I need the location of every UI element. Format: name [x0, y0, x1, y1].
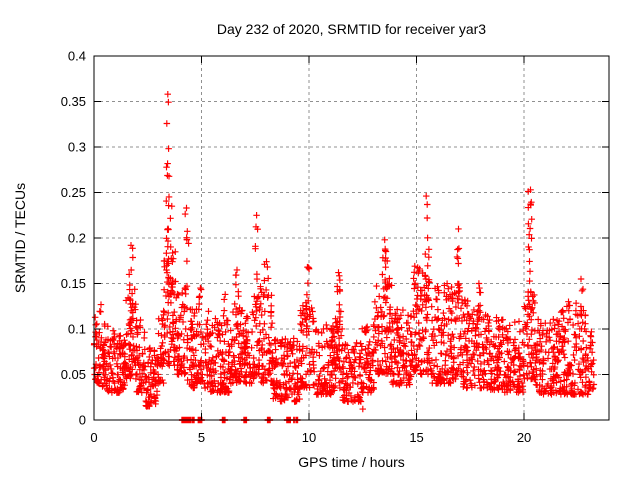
x-tick-label: 0 — [90, 430, 97, 445]
y-tick-label: 0.25 — [61, 185, 86, 200]
y-tick-label: 0.4 — [68, 49, 86, 64]
x-tick-label: 15 — [409, 430, 423, 445]
y-tick-label: 0.05 — [61, 367, 86, 382]
y-tick-label: 0.35 — [61, 94, 86, 109]
x-tick-label: 10 — [302, 430, 316, 445]
chart-title: Day 232 of 2020, SRMTID for receiver yar… — [216, 21, 487, 37]
x-tick-label: 20 — [517, 430, 531, 445]
plot-border-and-ticks — [93, 55, 610, 421]
y-tick-label: 0.15 — [61, 276, 86, 291]
x-tick-label: 5 — [198, 430, 205, 445]
y-tick-label: 0 — [79, 413, 86, 428]
y-tick-label: 0.2 — [68, 231, 86, 246]
y-tick-label: 0.3 — [68, 140, 86, 155]
data-points — [90, 91, 598, 424]
x-axis-label: GPS time / hours — [298, 454, 405, 470]
axis-tick-labels: 0 5 10 15 20 0 0.05 0.1 0.15 0.2 0.25 0.3 0.35 0.4 — [61, 49, 532, 446]
y-tick-label: 0.1 — [68, 322, 86, 337]
